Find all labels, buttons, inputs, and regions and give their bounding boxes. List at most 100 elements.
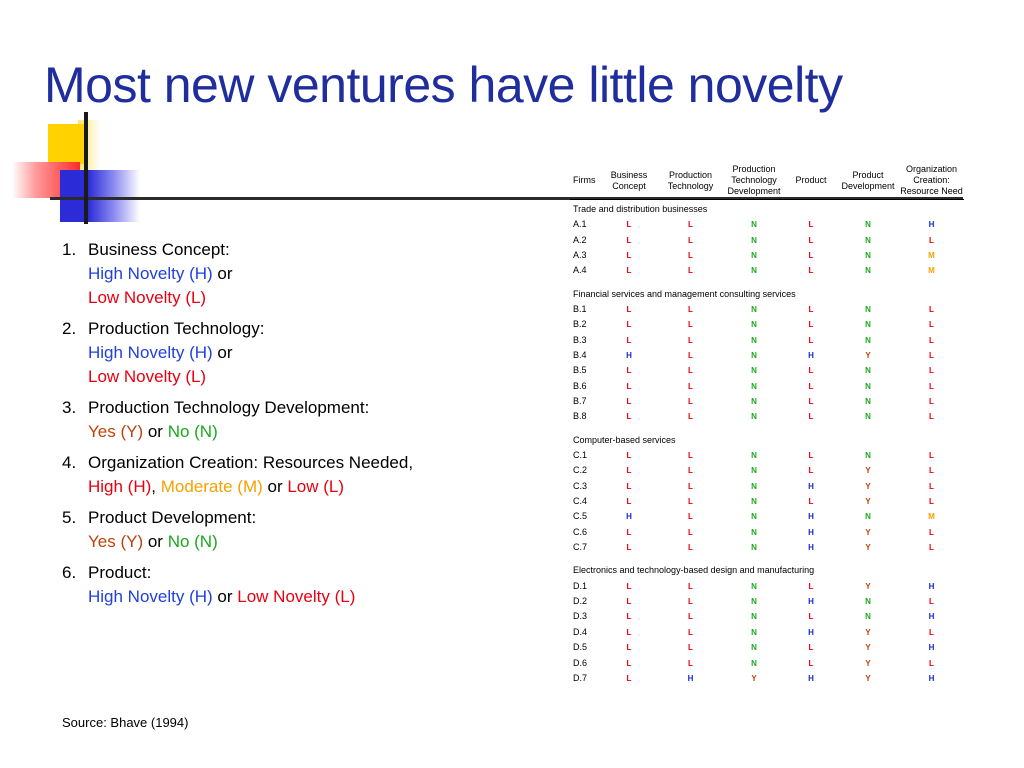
table-header-row: Firms Business Concept Production Techno… (570, 162, 964, 200)
firm-id-cell: C.6 (573, 526, 588, 537)
source-note: Source: Bhave (1994) (62, 715, 189, 730)
rating-cell: L (929, 320, 934, 330)
firm-id-cell: A.1 (573, 219, 587, 230)
table-row: D.5 L L N L Y H (570, 640, 964, 655)
rating-cell: L (929, 350, 934, 360)
criterion-option: High Novelty (H) (88, 587, 213, 606)
rating-cell: Y (865, 658, 871, 668)
criterion-option: Yes (Y) (88, 422, 144, 441)
rating-cell: N (865, 397, 871, 407)
rating-cell: L (808, 335, 814, 345)
rating-cell: L (688, 412, 693, 422)
criterion-item: 4. Organization Creation: Resources Neede… (62, 451, 422, 499)
criterion-label: Product: (88, 563, 152, 582)
rating-cell: Y (865, 581, 871, 591)
rating-cell: L (929, 627, 934, 637)
table-row: A.4 L L N L N M (570, 263, 964, 278)
rating-cell: H (808, 512, 814, 522)
rating-cell: N (865, 250, 871, 260)
criterion-option: No (N) (167, 532, 218, 551)
rating-cell: L (929, 412, 934, 422)
rating-cell: N (751, 450, 757, 460)
rating-cell: H (687, 673, 694, 683)
firm-id-cell: B.8 (573, 411, 587, 422)
table-row: C.1 L L N L N L (570, 448, 964, 463)
firm-id-cell: C.4 (573, 496, 588, 507)
table-row: C.3 L L N H Y L (570, 478, 964, 493)
rating-cell: N (751, 658, 757, 668)
table-row: A.2 L L N L N L (570, 232, 964, 247)
rating-cell: L (688, 266, 693, 276)
rating-cell: L (626, 397, 632, 407)
rating-cell: L (929, 235, 934, 245)
decor-horizontal-rule (50, 197, 963, 200)
rating-cell: L (626, 266, 632, 276)
rating-cell: M (928, 266, 935, 276)
table-row: C.5 H L N H N M (570, 509, 964, 524)
rating-cell: L (626, 335, 632, 345)
rating-cell: L (688, 366, 693, 376)
header-organization-creation: Organization Creation: Resource Need (900, 164, 963, 196)
criterion-options: High Novelty (H) or Low Novelty (L) (88, 585, 422, 609)
group-name: Financial services and management consul… (573, 288, 796, 299)
table-row: D.3 L L N L N H (570, 609, 964, 624)
criterion-options: Low Novelty (L) (88, 365, 422, 389)
header-production-technology-development: Production Technology Development (727, 164, 781, 196)
rating-cell: L (626, 658, 632, 668)
decor-blue-gradient-square (88, 170, 140, 222)
rating-cell: L (688, 466, 693, 476)
rating-cell: N (865, 450, 871, 460)
rating-cell: N (865, 220, 871, 230)
firm-id-cell: D.3 (573, 611, 588, 622)
rating-cell: L (626, 673, 632, 683)
table-row: A.3 L L N L N M (570, 248, 964, 263)
table-row: A.1 L L N L N H (570, 217, 964, 232)
rating-cell: L (626, 481, 632, 491)
table-row: D.6 L L N L Y L (570, 655, 964, 670)
rating-cell: L (626, 366, 632, 376)
table-row: C.4 L L N L Y L (570, 494, 964, 509)
rating-cell: L (688, 581, 693, 591)
rating-cell: Y (865, 627, 871, 637)
rating-cell: N (751, 481, 757, 491)
criterion-option: or (143, 422, 168, 441)
table-row: B.6 L L N L N L (570, 379, 964, 394)
rating-cell: N (751, 597, 757, 606)
criterion-options: High Novelty (H) or (88, 341, 422, 365)
table-row: B.3 L L N L N L (570, 332, 964, 347)
firm-id-cell: A.2 (573, 234, 587, 245)
firm-id-cell: C.2 (573, 465, 588, 476)
rating-cell: H (928, 220, 935, 230)
criterion-item: 5. Product Development: Yes (Y) or No (N) (62, 506, 422, 554)
rating-cell: H (808, 673, 814, 683)
criterion-number: 5. (62, 508, 77, 527)
rating-cell: H (928, 612, 935, 622)
criterion-option: Low (L) (287, 477, 345, 496)
criterion-option: High Novelty (H) (88, 264, 213, 283)
rating-cell: H (626, 350, 632, 360)
rating-cell: N (865, 304, 871, 314)
rating-cell: H (808, 350, 814, 360)
rating-cell: N (751, 627, 757, 637)
firm-id-cell: B.5 (573, 365, 587, 376)
rating-cell: L (688, 612, 693, 622)
criterion-label: Organization Creation: Resources Needed, (88, 453, 414, 472)
rating-cell: N (751, 497, 757, 507)
rating-cell: H (928, 581, 935, 591)
rating-cell: L (688, 512, 693, 522)
rating-cell: L (688, 627, 693, 637)
criterion-label: Product Development: (88, 508, 257, 527)
criterion-option: Yes (Y) (88, 532, 144, 551)
criterion-item: 1. Business Concept: High Novelty (H) or Lo… (62, 238, 422, 310)
rating-cell: L (808, 366, 814, 376)
rating-cell: N (751, 543, 757, 553)
rating-cell: L (808, 397, 814, 407)
firm-id-cell: C.1 (573, 449, 588, 460)
rating-cell: L (808, 266, 814, 276)
criterion-options: Yes (Y) or No (N) (88, 530, 422, 554)
criterion-option: or (143, 532, 168, 551)
rating-cell: L (808, 612, 814, 622)
rating-cell: L (929, 497, 934, 507)
rating-cell: H (808, 543, 814, 553)
rating-cell: L (688, 350, 693, 360)
